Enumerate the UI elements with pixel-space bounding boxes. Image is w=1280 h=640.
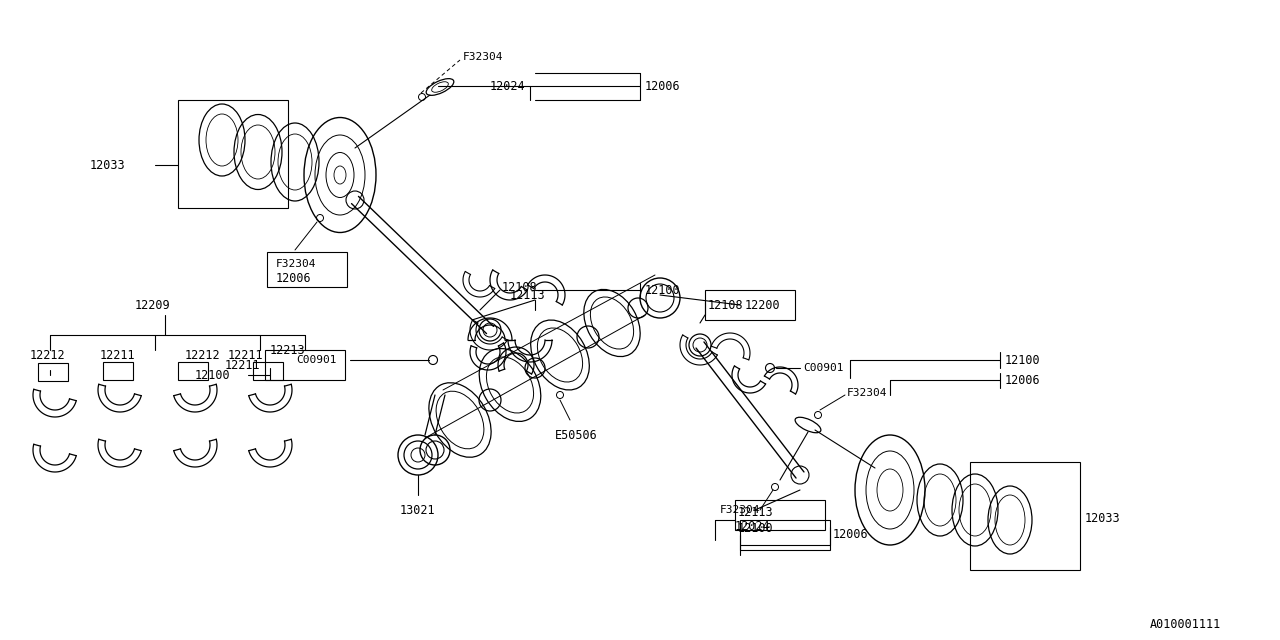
Bar bbox=[38, 363, 68, 381]
Text: 12212: 12212 bbox=[29, 349, 65, 362]
Text: 12024: 12024 bbox=[735, 520, 771, 534]
Text: F32304: F32304 bbox=[276, 259, 316, 269]
Text: 12211: 12211 bbox=[100, 349, 136, 362]
Bar bbox=[268, 252, 347, 287]
Text: 12100: 12100 bbox=[195, 369, 230, 381]
Text: 12100: 12100 bbox=[1005, 353, 1041, 367]
Text: 12211: 12211 bbox=[228, 349, 264, 362]
Bar bbox=[705, 290, 795, 320]
Text: 12212: 12212 bbox=[186, 349, 220, 362]
Text: C00901: C00901 bbox=[296, 355, 337, 365]
Text: 12006: 12006 bbox=[1005, 374, 1041, 387]
Text: 12100: 12100 bbox=[645, 284, 681, 296]
Text: 12113: 12113 bbox=[509, 289, 545, 301]
Text: 12108: 12108 bbox=[708, 298, 744, 312]
Text: 12006: 12006 bbox=[276, 271, 311, 285]
Text: 12113: 12113 bbox=[739, 506, 773, 520]
Text: 12200: 12200 bbox=[745, 298, 781, 312]
Text: C00901: C00901 bbox=[803, 363, 844, 373]
Text: A010001111: A010001111 bbox=[1149, 618, 1221, 632]
Bar bbox=[740, 520, 829, 550]
Text: 13021: 13021 bbox=[401, 504, 435, 516]
Bar bbox=[735, 500, 826, 530]
Text: 12209: 12209 bbox=[134, 298, 170, 312]
Bar bbox=[178, 362, 209, 380]
Text: F32304: F32304 bbox=[721, 505, 760, 515]
Text: 12006: 12006 bbox=[645, 79, 681, 93]
Text: F32304: F32304 bbox=[463, 52, 503, 62]
Text: 12033: 12033 bbox=[90, 159, 125, 172]
Text: F32304: F32304 bbox=[847, 388, 887, 398]
Text: 12033: 12033 bbox=[1085, 511, 1120, 525]
Bar bbox=[265, 350, 346, 380]
Text: 12213: 12213 bbox=[270, 344, 306, 356]
Bar bbox=[178, 100, 288, 208]
Text: 12211: 12211 bbox=[225, 358, 261, 371]
Bar bbox=[102, 362, 133, 380]
Bar bbox=[970, 462, 1080, 570]
Text: E50506: E50506 bbox=[556, 429, 598, 442]
Text: 12108: 12108 bbox=[502, 280, 538, 294]
Text: 12024: 12024 bbox=[490, 79, 526, 93]
Text: 12100: 12100 bbox=[739, 522, 773, 534]
Bar bbox=[253, 362, 283, 380]
Text: 12006: 12006 bbox=[833, 529, 869, 541]
